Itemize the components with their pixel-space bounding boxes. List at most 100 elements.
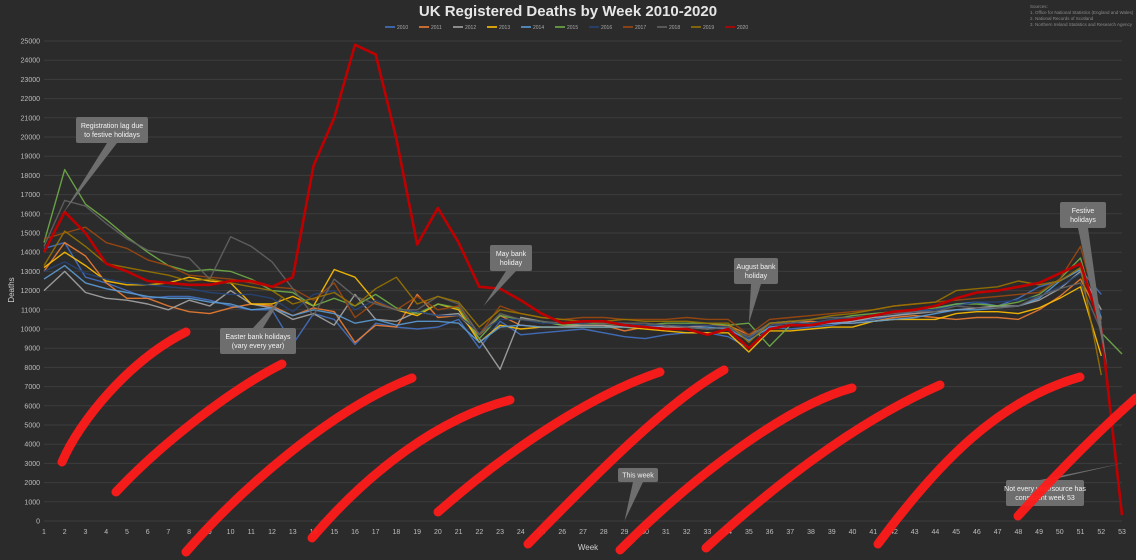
x-tick-label: 21 [455, 529, 463, 536]
x-tick-label: 24 [517, 529, 525, 536]
callout-pointer [1078, 228, 1108, 368]
annotation-text: May bank [496, 251, 527, 258]
annotation-text: August bank [737, 264, 776, 271]
red-marker-stroke [433, 367, 665, 517]
x-tick-label: 5 [125, 529, 129, 536]
x-tick-label: 6 [146, 529, 150, 536]
red-marker-overlay [57, 327, 1136, 557]
legend-label-2013: 2013 [499, 25, 510, 31]
x-tick-label: 32 [683, 529, 691, 536]
red-marker-stroke [181, 373, 417, 557]
annotations: Registration lag due to festive holidays E… [62, 117, 1122, 521]
callout-pointer [748, 284, 761, 324]
x-tick-label: 7 [166, 529, 170, 536]
legend-label-2017: 2017 [635, 25, 646, 31]
x-tick-label: 29 [621, 529, 629, 536]
x-tick-label: 9 [208, 529, 212, 536]
red-marker-stroke [1013, 393, 1136, 521]
red-marker-stroke [111, 359, 287, 497]
y-tick-label: 25000 [21, 39, 41, 46]
x-tick-label: 33 [703, 529, 711, 536]
y-tick-label: 17000 [21, 192, 41, 199]
annotation-text: holiday [500, 260, 523, 267]
series-lines [42, 43, 1124, 516]
x-tick-label: 4 [104, 529, 108, 536]
x-tick-label: 13 [289, 529, 297, 536]
series-line-2014 [43, 264, 1102, 344]
y-tick-label: 2000 [24, 480, 40, 487]
y-tick-label: 3000 [24, 461, 40, 468]
legend-label-2012: 2012 [465, 25, 476, 31]
x-axis-ticks: 1 2 3 4 5 6 7 8 9 10 11 12 13 14 15 16 17 18 19 20 21 22 23 24 2… [42, 529, 1126, 536]
callout-pointer [62, 143, 117, 214]
red-marker-stroke [873, 372, 1085, 549]
y-tick-label: 1000 [24, 499, 40, 506]
x-tick-label: 49 [1035, 529, 1043, 536]
y-tick-label: 7000 [24, 384, 40, 391]
y-tick-label: 24000 [21, 58, 41, 65]
x-tick-label: 47 [994, 529, 1002, 536]
annotation-text: Festive [1072, 208, 1095, 215]
x-tick-label: 1 [42, 529, 46, 536]
y-axis-label: Deaths [7, 277, 16, 302]
y-tick-label: 10000 [21, 327, 41, 334]
x-axis-label: Week [578, 543, 599, 552]
red-marker-stroke [307, 395, 515, 543]
x-tick-label: 30 [641, 529, 649, 536]
series-line-2020 [42, 43, 1124, 516]
legend-label-2010: 2010 [397, 25, 408, 31]
annotation-text: This week [622, 473, 654, 480]
legend-label-2018: 2018 [669, 25, 680, 31]
annotation-text: Easter bank holidays [226, 334, 291, 341]
x-tick-label: 10 [227, 529, 235, 536]
y-tick-label: 23000 [21, 77, 41, 84]
y-tick-label: 16000 [21, 211, 41, 218]
source-item-3: 3. Northern Ireland Statistics and Resea… [1030, 22, 1133, 27]
callout-box [76, 117, 148, 143]
legend-label-2015: 2015 [567, 25, 578, 31]
x-tick-label: 23 [496, 529, 504, 536]
x-tick-label: 8 [187, 529, 191, 536]
x-tick-label: 37 [786, 529, 794, 536]
x-tick-label: 45 [952, 529, 960, 536]
sources-heading: Sources: [1030, 4, 1048, 9]
red-marker-stroke [57, 327, 191, 467]
red-marker-stroke [701, 380, 945, 553]
x-tick-label: 12 [268, 529, 276, 536]
x-tick-label: 36 [766, 529, 774, 536]
x-tick-label: 51 [1077, 529, 1085, 536]
legend: 2010 2011 2012 2013 2014 2015 2016 2017 2018 2019… [385, 25, 748, 31]
x-tick-label: 41 [869, 529, 877, 536]
x-tick-label: 16 [351, 529, 359, 536]
annotation-text: consistent week 53 [1015, 495, 1075, 502]
callout-box [734, 258, 778, 284]
x-tick-label: 31 [662, 529, 670, 536]
callout-pointer [253, 296, 283, 328]
x-tick-label: 39 [828, 529, 836, 536]
source-item-2: 2. National Records of Scotland [1030, 16, 1094, 21]
source-item-1: 1. Office for National Statistics (Engla… [1030, 10, 1134, 15]
x-tick-label: 3 [84, 529, 88, 536]
x-tick-label: 28 [600, 529, 608, 536]
y-tick-label: 4000 [24, 442, 40, 449]
x-tick-label: 17 [372, 529, 380, 536]
annotation-text: (vary every year) [232, 343, 285, 350]
y-tick-label: 21000 [21, 115, 41, 122]
x-tick-label: 18 [393, 529, 401, 536]
y-tick-label: 18000 [21, 173, 41, 180]
x-tick-label: 43 [911, 529, 919, 536]
annotation-text: holiday [745, 273, 768, 280]
callout-pointer [483, 271, 516, 306]
legend-label-2014: 2014 [533, 25, 544, 31]
y-tick-label: 15000 [21, 231, 41, 238]
red-marker-stroke [523, 365, 729, 549]
x-tick-label: 40 [849, 529, 857, 536]
callout-pointer [624, 482, 643, 521]
annotation-text: holidays [1070, 217, 1096, 224]
x-tick-label: 50 [1056, 529, 1064, 536]
callout-box [1060, 202, 1106, 228]
legend-label-2020: 2020 [737, 25, 748, 31]
annotation-text: Registration lag due [81, 123, 143, 130]
red-marker-stroke [615, 383, 857, 555]
